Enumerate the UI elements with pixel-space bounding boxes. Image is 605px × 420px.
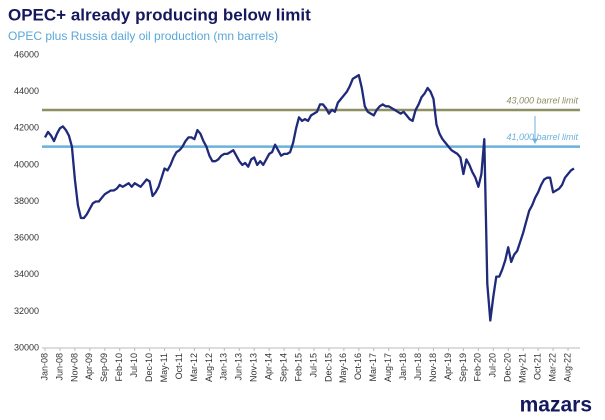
- y-tick-label: 42000: [14, 123, 39, 133]
- x-tick-label: Oct-16: [353, 353, 363, 380]
- x-tick-label: Jan-13: [219, 353, 229, 381]
- x-tick-label: May-16: [338, 353, 348, 383]
- x-tick-label: Mar-17: [368, 353, 378, 382]
- x-tick-label: Aug-17: [383, 353, 393, 382]
- x-tick-label: Dec-20: [503, 353, 513, 382]
- x-tick-label: Jun-08: [54, 353, 64, 381]
- x-tick-label: Jun-13: [234, 353, 244, 381]
- y-tick-label: 38000: [14, 196, 39, 206]
- x-tick-label: Jan-18: [398, 353, 408, 381]
- y-tick-label: 32000: [14, 306, 39, 316]
- arrow-head: [532, 138, 538, 144]
- x-tick-label: Apr-14: [264, 353, 274, 380]
- x-tick-label: Mar-22: [547, 353, 557, 382]
- x-tick-label: Jul-10: [129, 353, 139, 378]
- x-tick-label: Mar-12: [189, 353, 199, 382]
- logo: mazars: [520, 394, 592, 417]
- x-tick-label: Feb-15: [293, 353, 303, 382]
- x-tick-label: May-21: [518, 353, 528, 383]
- chart-subtitle: OPEC plus Russia daily oil production (m…: [8, 29, 278, 43]
- x-tick-label: Nov-18: [428, 353, 438, 382]
- chart-title: OPEC+ already producing below limit: [8, 5, 311, 24]
- x-tick-label: Apr-09: [84, 353, 94, 380]
- reference-label: 41,000 barrel limit: [506, 132, 578, 142]
- x-tick-label: Dec-15: [323, 353, 333, 382]
- x-tick-label: Feb-20: [473, 353, 483, 382]
- x-tick-label: Jul-20: [488, 353, 498, 378]
- y-tick-label: 34000: [14, 269, 39, 279]
- y-tick-label: 40000: [14, 159, 39, 169]
- y-tick-label: 30000: [14, 342, 39, 352]
- reference-label: 43,000 barrel limit: [506, 95, 578, 105]
- x-tick-label: Nov-08: [69, 353, 79, 382]
- x-tick-label: Aug-12: [204, 353, 214, 382]
- y-tick-label: 36000: [14, 233, 39, 243]
- x-tick-label: Aug-22: [562, 353, 572, 382]
- x-tick-label: Dec-10: [144, 353, 154, 382]
- x-tick-label: Jun-18: [413, 353, 423, 381]
- x-tick-label: Oct-21: [533, 353, 543, 380]
- x-tick-label: Nov-13: [249, 353, 259, 382]
- y-tick-label: 44000: [14, 86, 39, 96]
- x-tick-label: Apr-19: [443, 353, 453, 380]
- data-line: [43, 73, 575, 322]
- x-tick-label: Sep-19: [458, 353, 468, 382]
- x-tick-label: Feb-10: [114, 353, 124, 382]
- y-tick-label: 46000: [14, 49, 39, 59]
- x-tick-label: Sep-09: [99, 353, 109, 382]
- x-tick-label: Oct-11: [174, 353, 184, 379]
- x-tick-label: May-11: [159, 353, 169, 382]
- x-tick-label: Sep-14: [278, 353, 288, 382]
- x-tick-label: Jan-08: [39, 353, 49, 381]
- x-tick-label: Jul-15: [308, 353, 318, 378]
